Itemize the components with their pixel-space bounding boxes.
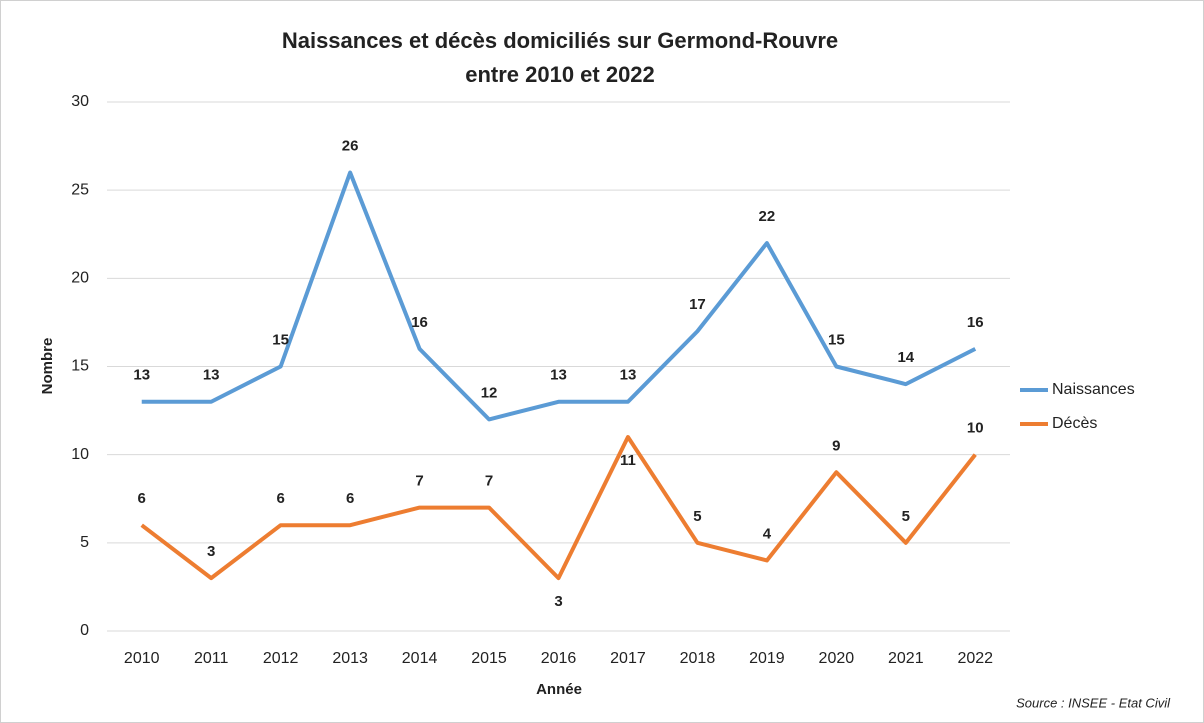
data-label: 4 bbox=[763, 525, 772, 542]
y-tick-label: 5 bbox=[80, 534, 89, 551]
x-tick-label: 2016 bbox=[541, 650, 577, 667]
data-label: 6 bbox=[138, 490, 146, 507]
data-label: 7 bbox=[485, 473, 493, 490]
y-axis-label: Nombre bbox=[39, 338, 56, 395]
x-tick-label: 2012 bbox=[263, 650, 299, 667]
x-tick-label: 2022 bbox=[957, 650, 993, 667]
data-label: 13 bbox=[203, 367, 220, 384]
data-label: 16 bbox=[411, 314, 428, 331]
data-label: 22 bbox=[759, 208, 776, 225]
data-label: 9 bbox=[832, 437, 840, 454]
y-tick-label: 20 bbox=[71, 270, 89, 287]
y-tick-label: 25 bbox=[71, 181, 89, 198]
x-tick-label: 2019 bbox=[749, 650, 785, 667]
x-tick-label: 2011 bbox=[194, 650, 229, 667]
line-series bbox=[141, 170, 977, 422]
y-tick-label: 15 bbox=[71, 358, 89, 375]
data-label: 12 bbox=[481, 384, 498, 401]
line-series bbox=[140, 435, 977, 581]
chart-title: entre 2010 et 2022 bbox=[465, 62, 655, 87]
data-label: 16 bbox=[967, 314, 984, 331]
x-axis-label: Année bbox=[536, 681, 582, 698]
data-label: 11 bbox=[620, 452, 636, 469]
data-label: 6 bbox=[276, 490, 284, 507]
y-tick-label: 10 bbox=[71, 446, 89, 463]
data-label: 14 bbox=[897, 349, 914, 366]
data-label: 17 bbox=[689, 296, 706, 313]
y-tick-label: 30 bbox=[71, 93, 89, 110]
data-label: 5 bbox=[902, 508, 910, 525]
x-tick-label: 2014 bbox=[402, 650, 438, 667]
y-tick-label: 0 bbox=[80, 622, 89, 639]
x-tick-label: 2018 bbox=[680, 650, 716, 667]
data-label: 15 bbox=[272, 331, 289, 348]
x-tick-label: 2021 bbox=[888, 650, 924, 667]
x-tick-label: 2017 bbox=[610, 650, 646, 667]
data-label: 13 bbox=[133, 367, 150, 384]
x-tick-label: 2015 bbox=[471, 650, 507, 667]
x-tick-label: 2013 bbox=[332, 650, 368, 667]
chart-title: Naissances et décès domiciliés sur Germo… bbox=[282, 28, 838, 53]
data-label: 3 bbox=[554, 593, 562, 610]
data-label: 13 bbox=[550, 367, 567, 384]
legend-label: Décès bbox=[1052, 415, 1097, 432]
legend-label: Naissances bbox=[1052, 381, 1135, 398]
data-label: 15 bbox=[828, 331, 845, 348]
data-label: 26 bbox=[342, 138, 359, 155]
data-label: 13 bbox=[620, 367, 637, 384]
data-label: 6 bbox=[346, 490, 354, 507]
x-tick-label: 2020 bbox=[819, 650, 855, 667]
x-tick-label: 2010 bbox=[124, 650, 160, 667]
data-label: 5 bbox=[693, 508, 701, 525]
data-label: 3 bbox=[207, 543, 215, 560]
data-label: 7 bbox=[415, 473, 423, 490]
source-note: Source : INSEE - Etat Civil bbox=[1016, 695, 1171, 710]
data-label: 10 bbox=[967, 420, 984, 437]
